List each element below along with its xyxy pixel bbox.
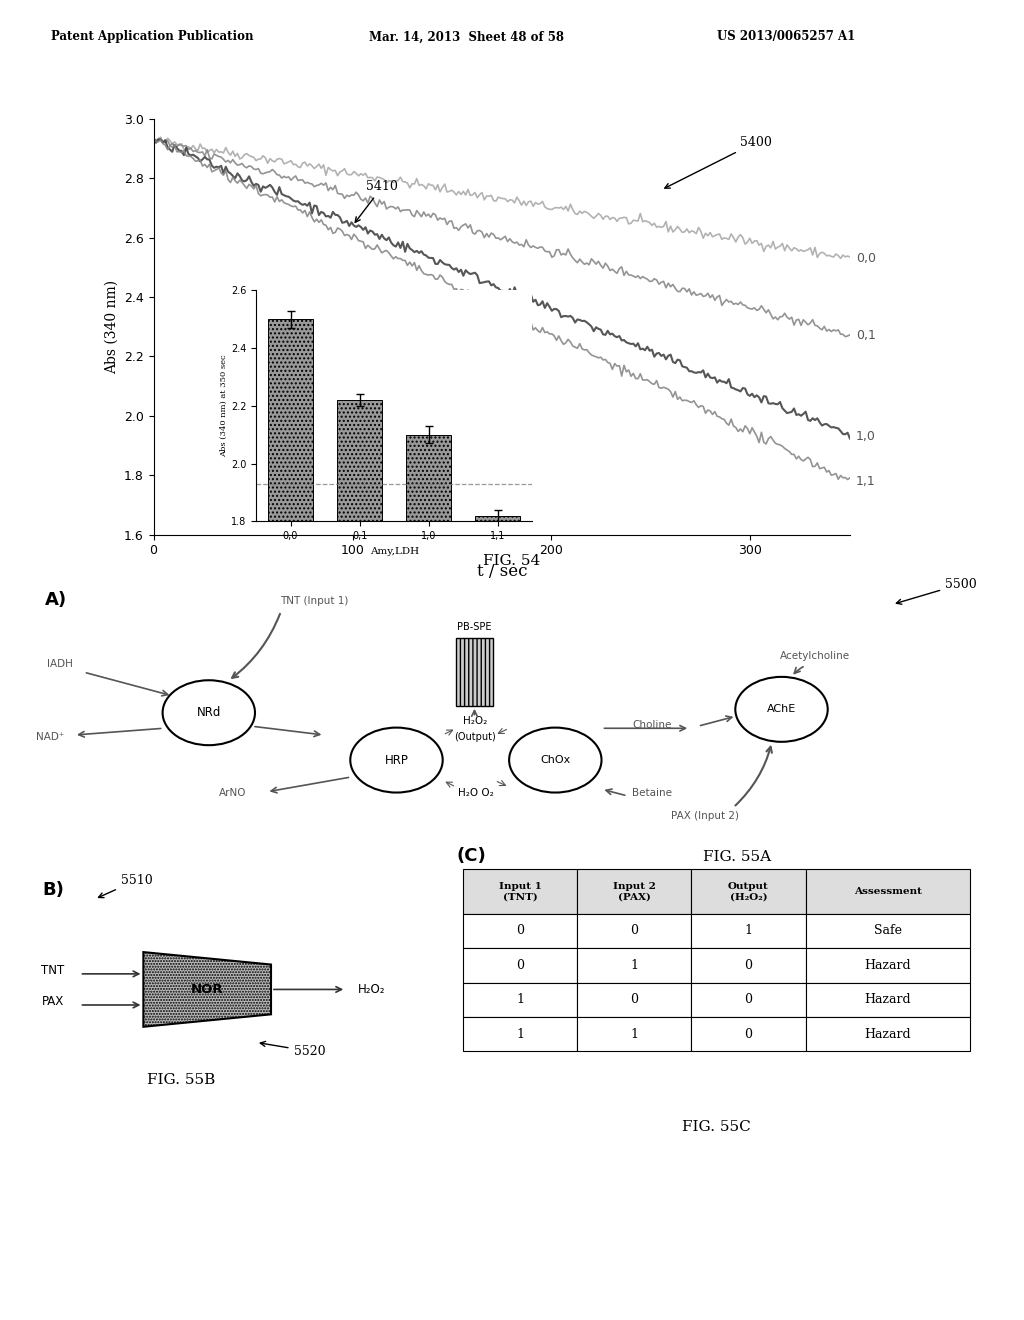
Text: 0: 0 [744,1028,753,1040]
Text: TNT: TNT [41,965,65,977]
Bar [463,870,578,913]
Text: 1: 1 [631,958,638,972]
Text: Assessment: Assessment [854,887,922,896]
Text: Patent Application Publication: Patent Application Publication [51,30,254,44]
Bar [691,1016,806,1052]
Bar [806,982,971,1016]
Text: A): A) [45,591,68,609]
Bar [337,400,382,521]
Text: B): B) [42,880,63,899]
Text: Mar. 14, 2013  Sheet 48 of 58: Mar. 14, 2013 Sheet 48 of 58 [369,30,563,44]
Text: IADH: IADH [47,660,73,669]
Circle shape [163,680,255,746]
Bar [806,948,971,982]
Text: ChOx: ChOx [541,755,570,766]
Bar [463,948,578,982]
Text: 1: 1 [516,993,524,1006]
Bar [578,1016,691,1052]
Text: 1,0: 1,0 [856,430,876,444]
Text: TNT (Input 1): TNT (Input 1) [281,597,349,606]
Text: ArNHOH: ArNHOH [193,729,232,738]
Text: H₂O₂: H₂O₂ [357,983,385,995]
Circle shape [509,727,601,792]
Text: ArNO: ArNO [219,788,247,797]
Circle shape [350,727,442,792]
Text: 0: 0 [631,924,638,937]
Text: Choline: Choline [632,721,672,730]
Text: 0,0: 0,0 [856,252,876,265]
Text: 0: 0 [631,993,638,1006]
Text: FIG. 55B: FIG. 55B [146,1073,215,1088]
Text: (Output): (Output) [455,731,497,742]
Text: Input 1
(TNT): Input 1 (TNT) [499,882,542,902]
Text: NAD⁺: NAD⁺ [36,731,65,742]
Text: PAX: PAX [42,995,65,1008]
Text: FIG. 55C: FIG. 55C [682,1121,752,1134]
Text: 1: 1 [744,924,753,937]
Text: 0: 0 [516,924,524,937]
Bar [691,948,806,982]
Text: Input 2
(PAX): Input 2 (PAX) [613,882,655,902]
Text: H₂O₂: H₂O₂ [463,717,487,726]
Polygon shape [143,952,271,1027]
Bar [463,913,578,948]
Circle shape [735,677,827,742]
Text: Hazard: Hazard [864,1028,911,1040]
Text: 0: 0 [744,958,753,972]
Bar [578,948,691,982]
Text: PAX (Input 2): PAX (Input 2) [671,810,738,821]
Bar [475,516,520,521]
Text: 1,1: 1,1 [856,475,876,487]
Text: PB-SPE: PB-SPE [457,622,492,631]
Text: H₂O O₂: H₂O O₂ [458,788,494,797]
Y-axis label: Abs (340 nm): Abs (340 nm) [104,280,119,374]
Text: 5410: 5410 [355,180,398,222]
Bar [806,1016,971,1052]
Bar [578,982,691,1016]
Text: Hazard: Hazard [864,993,911,1006]
X-axis label: Amy,LDH: Amy,LDH [370,546,419,556]
Text: AChE: AChE [767,705,796,714]
Text: 0: 0 [516,958,524,972]
Text: Acetylcholine: Acetylcholine [780,651,850,660]
Text: HRP: HRP [385,754,409,767]
Bar [806,913,971,948]
Y-axis label: Abs (340 nm) at 350 sec: Abs (340 nm) at 350 sec [220,355,228,457]
Text: Hazard: Hazard [864,958,911,972]
Text: 0: 0 [744,993,753,1006]
Text: FIG. 54: FIG. 54 [483,554,541,568]
Text: 5510: 5510 [98,874,153,898]
Text: 5520: 5520 [260,1041,326,1057]
Bar [463,982,578,1016]
Bar [578,870,691,913]
Bar [407,434,452,521]
Bar [463,1016,578,1052]
Text: 5400: 5400 [665,136,772,189]
Bar [456,639,493,706]
Bar [691,913,806,948]
Text: 1: 1 [631,1028,638,1040]
X-axis label: t / sec: t / sec [476,562,527,579]
Text: US 2013/0065257 A1: US 2013/0065257 A1 [717,30,855,44]
Text: FIG. 55A: FIG. 55A [703,850,771,863]
Bar [691,870,806,913]
Bar [578,913,691,948]
Text: NRd: NRd [197,706,221,719]
Text: Safe: Safe [873,924,902,937]
Bar [268,319,313,521]
Text: 5500: 5500 [896,578,977,605]
Bar [691,982,806,1016]
Text: NOR: NOR [190,983,223,995]
Text: 1: 1 [516,1028,524,1040]
Text: (C): (C) [457,847,486,866]
Text: Betaine: Betaine [632,788,672,797]
Bar [806,870,971,913]
Text: 0,1: 0,1 [856,329,876,342]
Text: Output
(H₂O₂): Output (H₂O₂) [728,882,769,902]
